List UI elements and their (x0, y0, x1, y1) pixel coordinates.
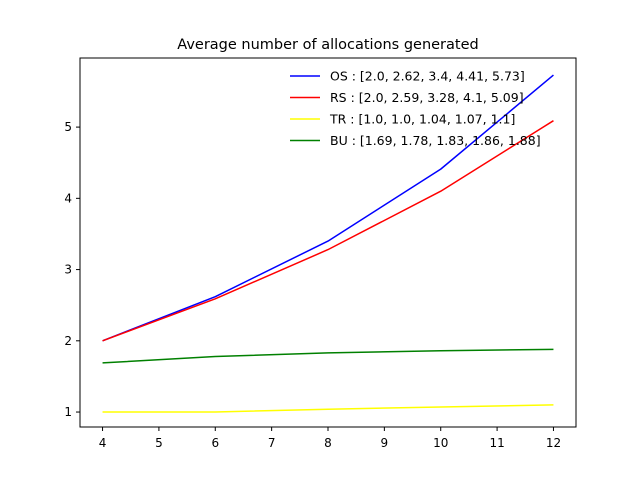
chart-title: Average number of allocations generated (177, 37, 478, 53)
legend-entry: RS : [2.0, 2.59, 3.28, 4.1, 5.09] (330, 90, 524, 105)
y-tick-label: 5 (64, 120, 72, 134)
y-tick-label: 4 (64, 191, 72, 205)
x-tick-label: 6 (211, 436, 219, 450)
x-tick-label: 10 (433, 436, 448, 450)
y-tick-label: 2 (64, 334, 72, 348)
x-tick-label: 12 (546, 436, 561, 450)
legend-entry: TR : [1.0, 1.0, 1.04, 1.07, 1.1] (329, 112, 515, 127)
y-tick-label: 1 (64, 405, 72, 419)
x-tick-label: 8 (324, 436, 332, 450)
legend-entry: OS : [2.0, 2.62, 3.4, 4.41, 5.73] (330, 69, 525, 84)
series-layer (102, 74, 554, 413)
series-line-bu (102, 348, 554, 364)
legend: OS : [2.0, 2.62, 3.4, 4.41, 5.73] RS : [2… (290, 69, 541, 148)
x-tick-label: 7 (268, 436, 276, 450)
series-line-tr (102, 404, 554, 413)
x-tick-label: 4 (99, 436, 107, 450)
x-tick-label: 9 (381, 436, 389, 450)
series-line-os (102, 74, 554, 342)
x-tick-label: 11 (489, 436, 504, 450)
y-tick-label: 3 (64, 263, 72, 277)
legend-entry: BU : [1.69, 1.78, 1.83, 1.86, 1.88] (330, 133, 541, 148)
series-line-rs (102, 120, 554, 342)
x-tick-label: 5 (155, 436, 163, 450)
